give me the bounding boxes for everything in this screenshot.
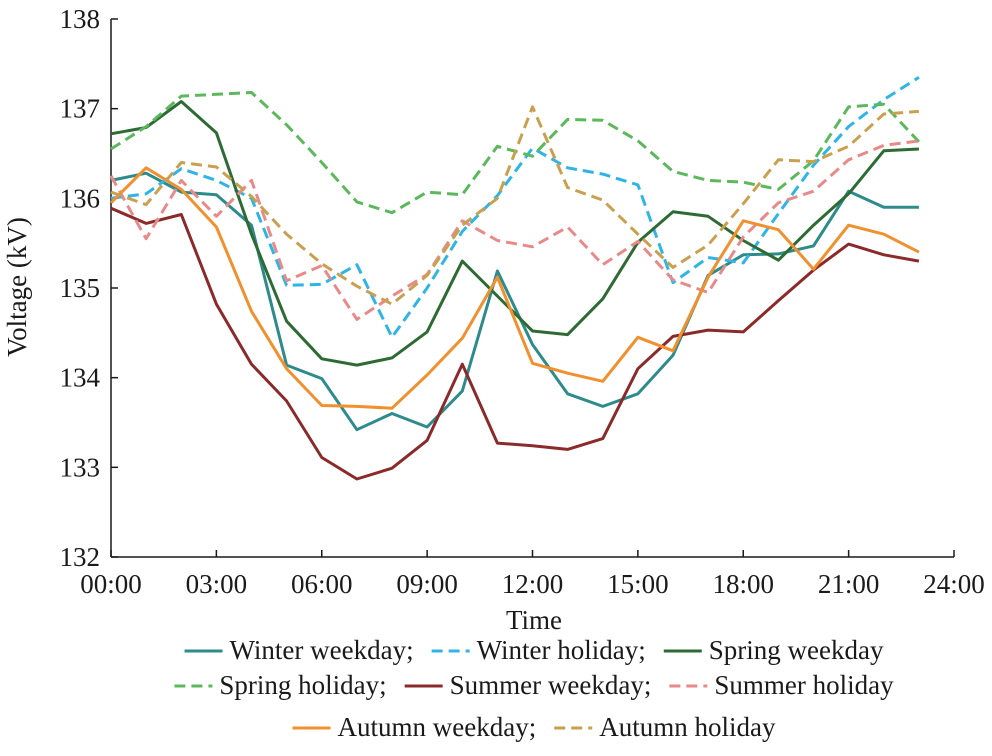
series-lines [109, 76, 920, 481]
x-tick-label: 24:00 [923, 569, 985, 599]
series-line-spring-weekday [110, 100, 919, 367]
x-tick-label: 03:00 [186, 569, 248, 599]
legend-label: Winter weekday; [230, 635, 414, 665]
series-line-autumn-holiday [110, 105, 920, 306]
series-line-summer-weekday [110, 206, 920, 481]
y-tick-label: 136 [60, 183, 101, 213]
x-tick-label: 18:00 [712, 569, 774, 599]
legend-label: Winter holiday; [477, 635, 646, 665]
y-axis-ticks: 132 133 134 135 136 137 138 [60, 4, 118, 572]
x-axis-title: Time [506, 605, 562, 635]
y-tick-label: 135 [60, 273, 101, 303]
x-tick-label: 15:00 [607, 569, 669, 599]
y-tick-label: 138 [60, 4, 101, 34]
legend-label: Summer weekday; [450, 670, 652, 700]
x-tick-label: 12:00 [502, 569, 564, 599]
y-tick-label: 134 [60, 363, 101, 393]
series-line-summer-holiday [109, 139, 920, 321]
series-line-winter-holiday [110, 76, 920, 339]
legend: Winter weekday; Winter holiday; Spring wee… [174, 635, 894, 742]
y-tick-label: 133 [60, 452, 101, 482]
legend-label: Summer holiday [714, 670, 894, 700]
legend-label: Autumn weekday; [338, 712, 537, 742]
series-line-autumn-weekday [109, 166, 920, 410]
x-axis-ticks: 00:00 03:00 06:00 09:00 12:00 15:00 18:00 21:00… [80, 550, 985, 599]
x-tick-label: 09:00 [396, 569, 458, 599]
x-tick-label: 00:00 [80, 569, 142, 599]
legend-label: Autumn holiday [599, 712, 776, 742]
plot-area: 00:00 03:00 06:00 09:00 12:00 15:00 18:00 21:00… [60, 4, 985, 599]
series-line-winter-weekday [110, 171, 919, 432]
y-tick-label: 137 [60, 94, 101, 124]
legend-label: Spring holiday; [219, 670, 386, 700]
y-tick-label: 132 [60, 542, 101, 572]
legend-label: Spring weekday [709, 635, 884, 665]
x-tick-label: 06:00 [291, 569, 353, 599]
y-axis-title: Voltage (kV) [2, 217, 32, 357]
x-tick-label: 21:00 [818, 569, 880, 599]
